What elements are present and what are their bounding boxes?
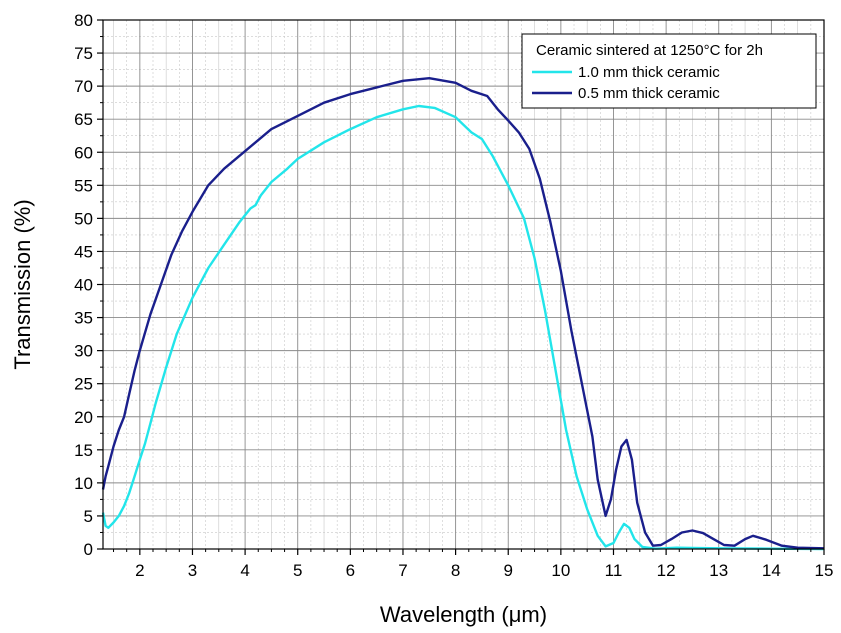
y-tick-label: 50 — [74, 209, 93, 228]
y-tick-label: 35 — [74, 309, 93, 328]
y-axis-title: Transmission (%) — [10, 199, 35, 369]
y-tick-label: 10 — [74, 474, 93, 493]
y-tick-label: 0 — [84, 540, 93, 559]
x-tick-label: 8 — [451, 561, 460, 580]
y-tick-label: 15 — [74, 441, 93, 460]
y-tick-label: 25 — [74, 375, 93, 394]
y-tick-label: 65 — [74, 110, 93, 129]
x-tick-label: 13 — [709, 561, 728, 580]
y-tick-label: 45 — [74, 242, 93, 261]
y-tick-label: 60 — [74, 143, 93, 162]
y-tick-label: 75 — [74, 44, 93, 63]
x-tick-label: 9 — [503, 561, 512, 580]
x-tick-label: 11 — [605, 561, 623, 580]
x-tick-label: 7 — [398, 561, 407, 580]
x-tick-label: 5 — [293, 561, 302, 580]
x-tick-label: 15 — [815, 561, 834, 580]
series-line-05mm — [103, 78, 824, 548]
y-tick-label: 5 — [84, 507, 93, 526]
legend: Ceramic sintered at 1250°C for 2h 1.0 mm… — [522, 34, 816, 108]
x-tick-label: 10 — [551, 561, 570, 580]
x-tick-label: 14 — [762, 561, 781, 580]
y-tick-label: 20 — [74, 408, 93, 427]
y-tick-label: 40 — [74, 276, 93, 295]
y-tick-label: 55 — [74, 176, 93, 195]
series-layer — [103, 78, 824, 549]
x-axis-title: Wavelength (μm) — [380, 602, 547, 627]
y-tick-label: 80 — [74, 11, 93, 30]
y-tick-label: 70 — [74, 77, 93, 96]
legend-title: Ceramic sintered at 1250°C for 2h — [536, 42, 763, 59]
x-tick-label: 4 — [240, 561, 249, 580]
legend-label-05mm: 0.5 mm thick ceramic — [578, 85, 720, 102]
x-tick-label: 12 — [657, 561, 676, 580]
x-tick-label: 3 — [188, 561, 197, 580]
legend-label-1mm: 1.0 mm thick ceramic — [578, 64, 720, 81]
x-tick-label: 6 — [346, 561, 355, 580]
y-tick-label: 30 — [74, 342, 93, 361]
x-tick-label: 2 — [135, 561, 144, 580]
